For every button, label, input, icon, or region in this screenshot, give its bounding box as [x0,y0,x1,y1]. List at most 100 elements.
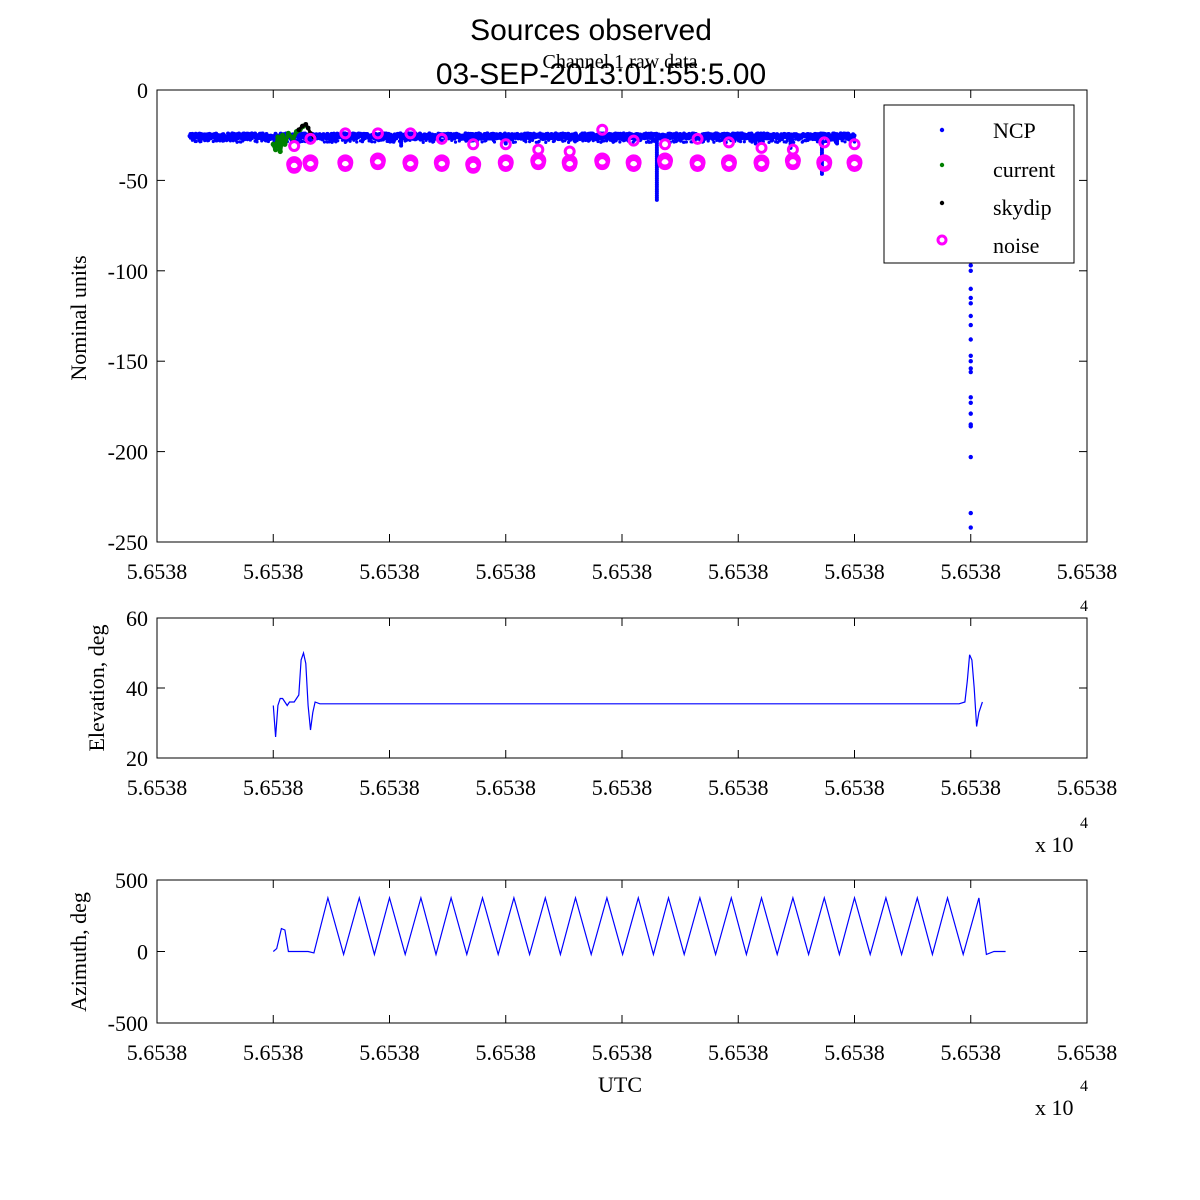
ncp-point [255,140,259,144]
ncp-point [563,139,567,143]
ncp-point [778,135,783,139]
ncp-point [527,134,531,138]
noise-point [596,123,609,136]
azimuth-plot-area [272,895,1006,957]
exponent-power-3: 4 [1080,1078,1088,1095]
ncp-point [352,138,356,142]
legend-label-noise: noise [993,233,1039,258]
ncp-point [680,136,685,140]
x-tick-label: 5.6538 [476,559,537,584]
noise-point [435,132,448,145]
ncp-point [707,137,711,141]
noise-point [304,132,317,145]
ncp-point [189,134,194,138]
ncp-point [585,136,590,140]
ncp-point [722,135,726,139]
ncp-point [802,134,806,138]
ncp-point [688,133,692,138]
exponent-power-2: 4 [1080,815,1088,832]
ncp-dip-point [654,197,659,202]
noise-point [816,156,832,172]
chart-subtitle: Channel 1 raw data [543,51,698,73]
y-tick-label: -250 [108,530,148,555]
ncp-spike-point [968,313,973,319]
y-tick-label: 60 [126,606,148,631]
ncp-point [678,134,682,138]
exponent-base-2: x 10 [1035,832,1074,857]
ncp-point [430,134,434,138]
ncp-point [738,140,743,144]
elevation-ylabel: Elevation, deg [84,624,109,751]
ncp-point [666,133,670,138]
ncp-point [333,134,337,138]
noise-point [755,141,768,154]
ncp-point [237,134,241,138]
ncp-point [252,134,256,138]
x-tick-label: 5.6538 [243,775,304,800]
ncp-point [495,136,499,141]
ncp-point [771,138,775,142]
ncp-point [785,138,789,143]
ncp-point [618,140,622,144]
ncp-point [427,135,431,139]
x-tick-label: 5.6538 [476,1040,537,1065]
noise-point [754,156,769,172]
x-tick-label: 5.6538 [359,1040,420,1065]
legend-label-current: current [993,157,1055,182]
ncp-point [670,133,674,137]
ncp-spike-point [968,411,973,416]
ncp-point [596,139,600,144]
x-tick-label: 5.6538 [824,1040,885,1065]
ncp-point [395,136,399,141]
noise-point [499,138,512,151]
ncp-point [604,135,608,139]
ncp-spike-point [968,295,973,301]
azimuth-panel: 5.6538 5.6538 5.6538 5.6538 5.6538 5.6538 5.65… [66,815,1117,1120]
skydip-trace [297,125,304,131]
y-tick-label: -100 [108,259,148,284]
noise-point [498,156,514,172]
ncp-point [462,134,466,138]
ncp-point [218,139,222,143]
noise-point [465,158,481,174]
ncp-point [552,139,556,143]
skydip-trace [304,123,310,129]
ncp-point [266,139,270,144]
ncp-point [326,133,330,137]
elevation-ticks: 5.6538 5.6538 5.6538 5.6538 5.6538 5.6538 5.65… [126,606,1117,800]
ncp-point [513,140,517,144]
ncp-point [720,138,725,142]
skydip-trace [301,123,307,128]
ncp-point [645,136,650,140]
ncp-point [742,140,746,144]
noise-point [626,156,642,172]
ncp-point [246,133,251,138]
ncp-spike-point [968,359,973,364]
ncp-point [537,139,541,143]
ncp-point [408,138,412,142]
ncp-point [783,135,787,139]
ncp-point [235,140,239,144]
ncp-point [703,137,707,141]
elevation-exponent-power: 4 [1080,598,1088,615]
ncp-point [366,135,370,139]
x-tick-label: 5.6538 [359,559,420,584]
ncp-point [796,138,801,142]
ncp-point [598,135,602,139]
ncp-point [684,140,688,144]
x-tick-label: 5.6538 [941,775,1002,800]
ncp-spike-point [968,400,973,405]
ncp-point [758,138,763,143]
noise-point [402,156,418,172]
noise-point [659,138,672,151]
ncp-point [230,134,234,138]
x-tick-label: 5.6538 [1057,1040,1118,1065]
ncp-point [812,134,816,138]
azimuth-ticks: 5.6538 5.6538 5.6538 5.6538 5.6538 5.6538 5.65… [108,868,1118,1065]
ncp-point [509,133,514,138]
ncp-spike-point [968,395,973,400]
ncp-point [300,139,305,143]
noise-point [370,155,386,171]
noise-point [627,134,640,147]
